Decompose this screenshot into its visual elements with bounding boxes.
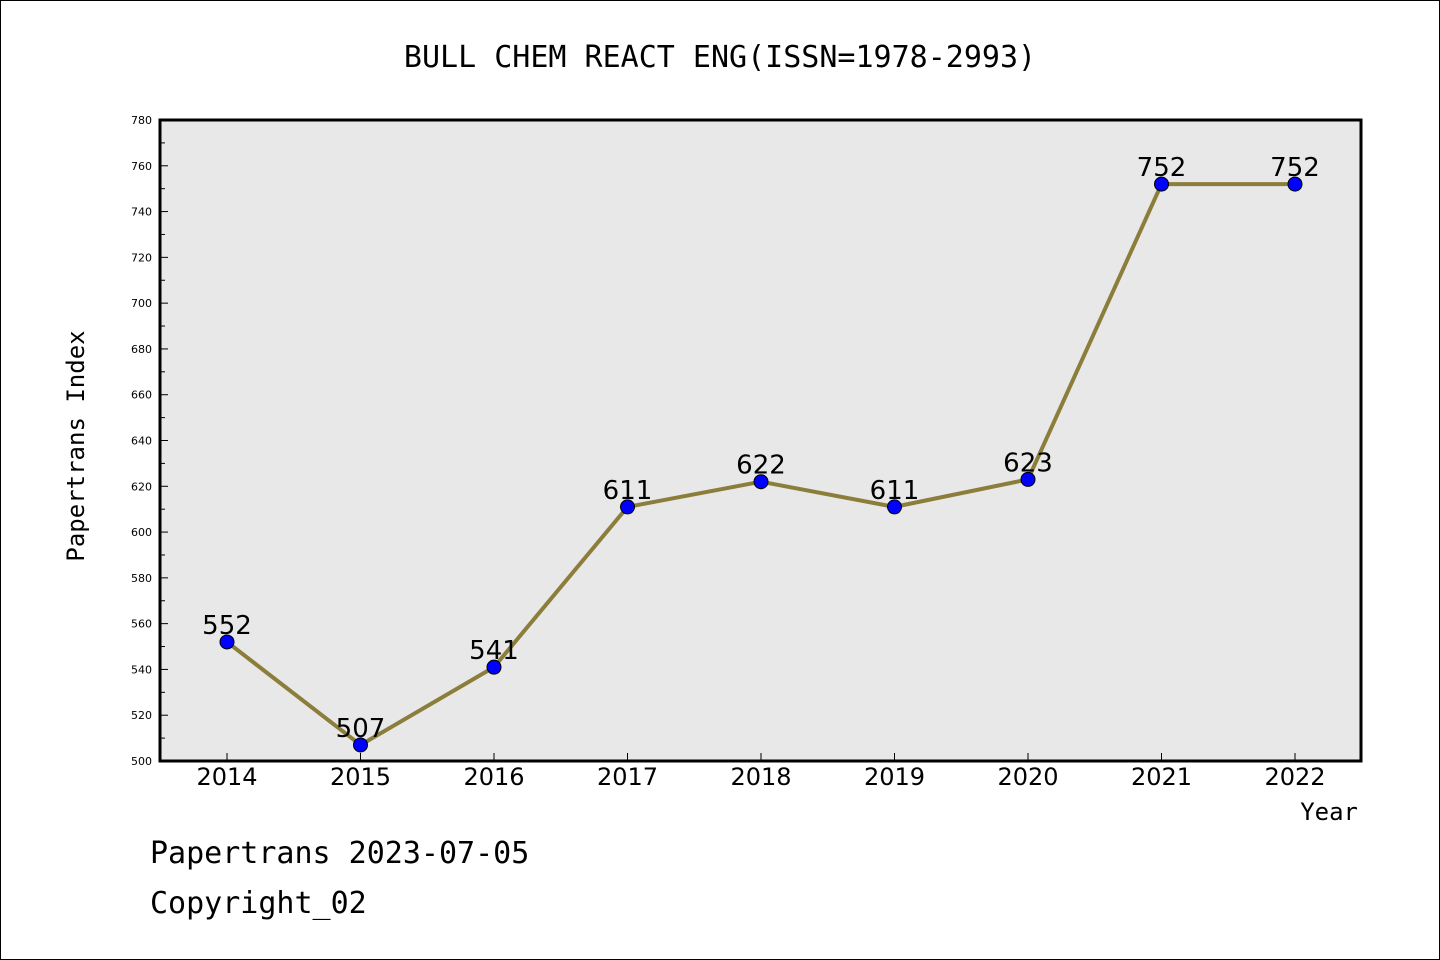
- data-point: [1287, 176, 1303, 192]
- x-tick-label: 2020: [997, 763, 1058, 791]
- y-tick-label: 760: [131, 160, 152, 173]
- y-axis-label: Papertrans Index: [62, 330, 90, 561]
- y-tick-label: 520: [131, 709, 152, 722]
- y-tick-label: 700: [131, 297, 152, 310]
- y-tick-label: 580: [131, 572, 152, 585]
- data-label: 507: [336, 714, 386, 744]
- x-tick-label: 2018: [730, 763, 791, 791]
- y-tick-label: 720: [131, 251, 152, 264]
- x-tick-label: 2015: [330, 763, 391, 791]
- footer-copyright: Copyright_02: [150, 886, 367, 921]
- y-tick-label: 780: [131, 114, 152, 127]
- data-point: [1154, 176, 1169, 192]
- x-axis-ticks: 2014 2015 2016 2017 2018 2019 2020 2021 2022: [196, 753, 1326, 791]
- data-label: 611: [870, 476, 920, 506]
- y-tick-label: 560: [131, 618, 152, 631]
- data-labels: 552 507 541 611 622 611 623 752 752: [202, 153, 1320, 744]
- y-tick-label: 540: [131, 663, 152, 676]
- data-point: [753, 474, 769, 490]
- data-point: [620, 499, 635, 515]
- data-label: 752: [1270, 153, 1320, 183]
- y-tick-label: 600: [131, 526, 152, 539]
- data-point: [486, 659, 502, 675]
- x-tick-label: 2014: [196, 763, 257, 791]
- data-label: 541: [469, 636, 519, 666]
- x-axis-label: Year: [1300, 798, 1358, 826]
- x-tick-label: 2017: [597, 763, 658, 791]
- x-tick-label: 2022: [1264, 763, 1325, 791]
- x-tick-label: 2019: [864, 763, 925, 791]
- y-tick-label: 680: [131, 343, 152, 356]
- data-point: [219, 634, 235, 650]
- y-tick-label: 740: [131, 206, 152, 219]
- data-label: 611: [603, 476, 653, 506]
- series-group: [219, 176, 1303, 753]
- data-label: 623: [1003, 448, 1053, 478]
- data-point: [353, 737, 368, 753]
- plot-area: [158, 118, 1363, 763]
- data-label: 752: [1137, 153, 1187, 183]
- y-tick-label: 640: [131, 435, 152, 448]
- chart-title: BULL CHEM REACT ENG(ISSN=1978-2993): [404, 40, 1036, 75]
- x-tick-label: 2021: [1131, 763, 1192, 791]
- data-label: 552: [202, 611, 252, 641]
- y-axis-ticks: 500 520 540 560 580 600 620 640 660 680 700 720 740 7…: [131, 114, 168, 768]
- footer-date: Papertrans 2023-07-05: [150, 836, 530, 871]
- data-point: [1020, 471, 1036, 487]
- x-tick-label: 2016: [463, 763, 524, 791]
- y-tick-label: 620: [131, 480, 152, 493]
- data-label: 622: [736, 451, 786, 481]
- y-tick-label: 660: [131, 389, 152, 402]
- data-point: [887, 499, 902, 515]
- y-tick-label: 500: [131, 755, 152, 768]
